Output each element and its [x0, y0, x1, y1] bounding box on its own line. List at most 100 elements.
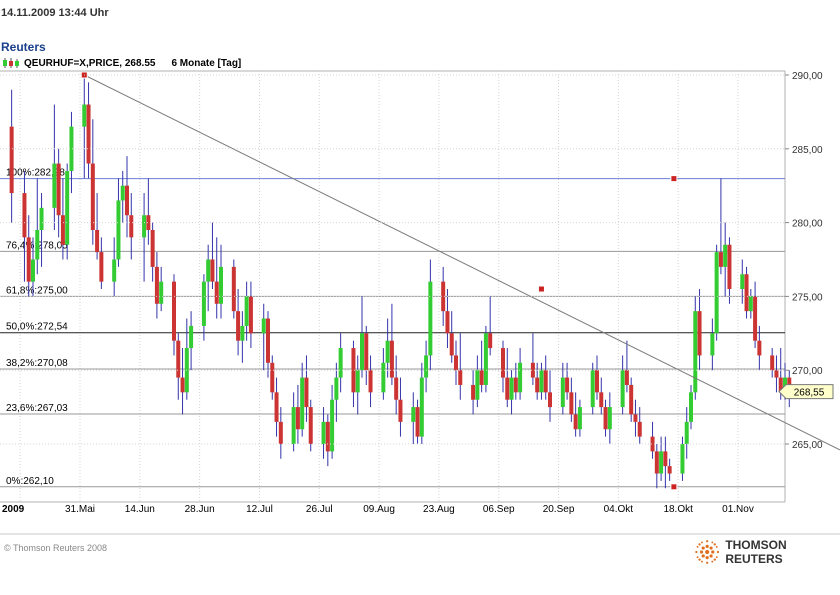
candle-body: [389, 340, 394, 378]
timestamp: 14.11.2009 13:44 Uhr: [1, 7, 109, 19]
candle-body: [663, 451, 668, 467]
candle-body: [65, 170, 70, 245]
candle-body: [295, 407, 300, 430]
candle-body: [637, 421, 642, 437]
y-tick-label: 280,00: [792, 219, 823, 230]
candle-body: [684, 421, 689, 444]
candle-body: [569, 392, 574, 415]
candle-body: [428, 281, 433, 356]
logo-text: THOMSON REUTERS: [725, 538, 787, 566]
candle-body: [697, 311, 702, 356]
y-tick-label: 265,00: [792, 440, 823, 451]
x-tick-label: 12.Jul: [246, 504, 273, 515]
candle-body: [56, 163, 61, 216]
candle-body: [364, 333, 369, 371]
candle-body: [231, 266, 236, 312]
candle-body: [689, 392, 693, 422]
candle-body: [248, 296, 253, 334]
candle-body: [236, 311, 241, 341]
candle-body: [577, 407, 582, 430]
candle-body: [778, 377, 783, 393]
candle-body: [680, 444, 685, 474]
candle-body: [667, 466, 672, 474]
candle-body: [330, 399, 335, 452]
chart-frame: [0, 70, 840, 535]
candle-body: [449, 333, 454, 356]
candle-body: [513, 377, 518, 393]
candle-body: [120, 185, 125, 201]
candle-body: [325, 421, 330, 452]
candle-body: [270, 362, 275, 393]
candle-body: [543, 370, 548, 393]
candle-body: [291, 407, 296, 444]
pivot-marker: [537, 285, 545, 293]
x-tick-label: 09.Aug: [363, 504, 395, 515]
pivot-marker: [670, 483, 678, 491]
candle-body: [573, 414, 578, 430]
candlestick-icon: [3, 58, 19, 68]
y-tick-label: 285,00: [792, 145, 823, 156]
candle-body: [240, 325, 245, 341]
candle-body: [90, 163, 95, 230]
candle-body: [560, 377, 565, 408]
candle-body: [424, 355, 429, 378]
reuters-dots-icon: [695, 540, 720, 564]
x-tick-label: 26.Jul: [306, 504, 333, 515]
vertical-grid: [19, 71, 739, 502]
candle-body: [595, 370, 599, 393]
fib-label: 100%:282,98: [6, 168, 65, 179]
candle-body: [471, 384, 476, 400]
candle-body: [176, 340, 181, 378]
candle-body: [266, 318, 270, 363]
period-label: 6 Monate [Tag]: [171, 57, 242, 69]
candle-body: [748, 296, 753, 312]
candle-body: [381, 362, 386, 393]
candle-body: [415, 407, 420, 437]
fib-label: 61,8%:275,00: [6, 285, 68, 296]
candle-body: [710, 333, 715, 356]
candle-body: [52, 163, 57, 208]
candle-body: [599, 392, 604, 408]
y-tick-label: 275,00: [792, 292, 823, 303]
candle-body: [214, 281, 219, 304]
candle-body: [419, 377, 424, 437]
candle-body: [411, 407, 416, 422]
candle-body: [31, 259, 35, 282]
last-value-label: 268,55: [794, 388, 825, 399]
candle-body: [753, 296, 758, 341]
candles: [9, 75, 792, 489]
candle-body: [300, 377, 305, 430]
candle-body: [501, 348, 505, 378]
x-tick-label: 14.Jun: [125, 504, 155, 515]
candle-body: [740, 274, 745, 290]
candle-body: [757, 340, 762, 356]
candle-body: [180, 377, 185, 393]
candle-body: [210, 259, 215, 282]
candle-body: [219, 266, 223, 304]
instrument-row: QEURHUF=X,PRICE, 268.55 6 Monate [Tag]: [0, 56, 241, 70]
candle-body: [360, 333, 364, 371]
candle-body: [150, 229, 155, 267]
candle-body: [146, 215, 151, 230]
candle-body: [26, 237, 31, 282]
candle-body: [116, 200, 121, 260]
x-tick-label: 06.Sep: [483, 504, 515, 515]
candle-body: [69, 126, 74, 171]
candle-body: [718, 252, 723, 267]
candle-body: [39, 207, 44, 230]
candle-body: [650, 436, 655, 452]
candle-body: [723, 244, 728, 267]
candle-body: [125, 185, 129, 216]
x-tick-label: 20.Sep: [543, 504, 575, 515]
candle-body: [629, 384, 634, 415]
candle-body: [603, 407, 608, 430]
candle-body: [82, 104, 87, 127]
candle-body: [274, 392, 279, 422]
candle-body: [154, 266, 159, 304]
candle-body: [86, 104, 91, 164]
candle-body: [441, 281, 446, 312]
candle-body: [445, 311, 450, 334]
candle-body: [483, 333, 488, 385]
candle-body: [394, 377, 399, 400]
